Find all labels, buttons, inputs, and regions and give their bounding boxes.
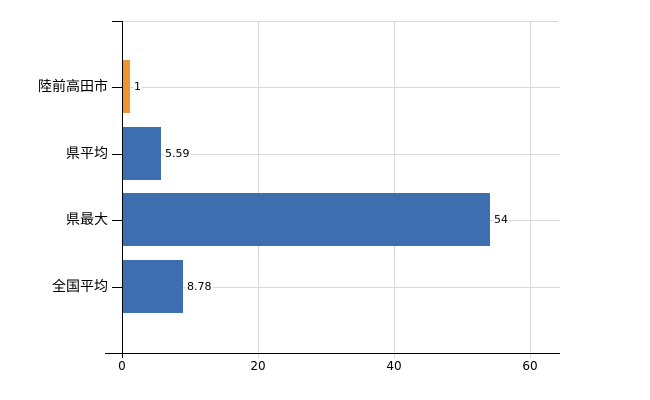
x-tick-label: 0 [118, 359, 126, 373]
category-tick [112, 154, 122, 155]
bar [123, 193, 490, 246]
value-label: 1 [133, 80, 142, 94]
grid-line-horizontal [123, 287, 560, 288]
category-tick [112, 87, 122, 88]
x-tick-label: 40 [386, 359, 402, 373]
grid-line-vertical [394, 21, 395, 358]
x-axis-line [105, 353, 560, 354]
grid-line-horizontal [123, 87, 560, 88]
grid-line-vertical [530, 21, 531, 358]
x-tick-label: 20 [250, 359, 266, 373]
value-label: 5.59 [164, 147, 191, 161]
axis-end-tick [112, 21, 122, 22]
category-label: 県平均 [66, 146, 108, 162]
bar [123, 60, 130, 113]
y-axis-line [122, 21, 123, 358]
value-label: 8.78 [186, 280, 213, 294]
category-label: 全国平均 [52, 279, 108, 295]
value-label: 54 [493, 213, 509, 227]
bar [123, 260, 183, 313]
bar [123, 127, 161, 180]
category-label: 陸前高田市 [38, 79, 108, 95]
grid-line-horizontal [123, 154, 560, 155]
x-tick-label: 60 [522, 359, 538, 373]
category-tick [112, 287, 122, 288]
plot-top-border [122, 21, 558, 22]
category-tick [112, 220, 122, 221]
category-label: 県最大 [66, 212, 108, 228]
grid-line-vertical [258, 21, 259, 358]
